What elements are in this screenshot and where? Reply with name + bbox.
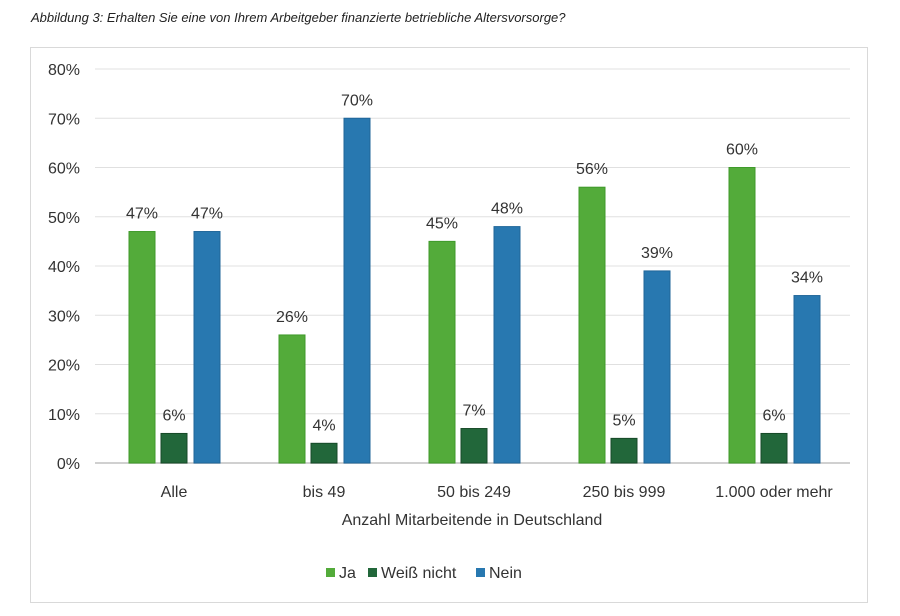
data-label: 26% bbox=[276, 309, 308, 326]
data-label: 60% bbox=[726, 142, 758, 159]
x-tick-label: Alle bbox=[161, 484, 188, 501]
y-tick-label: 50% bbox=[48, 210, 80, 227]
data-label: 45% bbox=[426, 215, 458, 232]
data-label: 70% bbox=[341, 92, 373, 109]
x-tick-label: bis 49 bbox=[303, 484, 346, 501]
y-tick-label: 30% bbox=[48, 308, 80, 325]
x-tick-label: 50 bis 249 bbox=[437, 484, 511, 501]
data-label: 4% bbox=[312, 417, 335, 434]
bar-nein bbox=[793, 295, 821, 464]
y-tick-label: 20% bbox=[48, 358, 80, 375]
y-tick-label: 70% bbox=[48, 111, 80, 128]
data-label: 47% bbox=[191, 206, 223, 223]
bar-weiß-nicht bbox=[310, 442, 338, 464]
bar-weiß-nicht bbox=[460, 428, 488, 464]
data-label: 39% bbox=[641, 245, 673, 262]
data-label: 6% bbox=[162, 407, 185, 424]
figure-caption: Abbildung 3: Erhalten Sie eine von Ihrem… bbox=[31, 10, 566, 25]
x-tick-label: 1.000 oder mehr bbox=[715, 484, 833, 501]
x-axis-title: Anzahl Mitarbeitende in Deutschland bbox=[342, 512, 603, 529]
legend-label: Nein bbox=[489, 565, 522, 582]
bar-weiß-nicht bbox=[760, 432, 788, 464]
x-tick-label: 250 bis 999 bbox=[583, 484, 666, 501]
y-tick-label: 80% bbox=[48, 62, 80, 79]
legend-swatch bbox=[476, 568, 485, 577]
data-label: 34% bbox=[791, 270, 823, 287]
bar-ja bbox=[578, 186, 606, 464]
legend-label: Weiß nicht bbox=[381, 565, 457, 582]
bar-ja bbox=[128, 231, 156, 464]
legend-swatch bbox=[368, 568, 377, 577]
data-label: 6% bbox=[762, 407, 785, 424]
y-tick-label: 40% bbox=[48, 259, 80, 276]
legend-label: Ja bbox=[339, 565, 356, 582]
data-label: 56% bbox=[576, 161, 608, 178]
y-tick-label: 0% bbox=[57, 456, 80, 473]
bar-nein bbox=[193, 231, 221, 464]
y-tick-label: 60% bbox=[48, 161, 80, 178]
bar-nein bbox=[493, 226, 521, 464]
data-label: 5% bbox=[612, 412, 635, 429]
bar-weiß-nicht bbox=[610, 437, 638, 464]
bar-nein bbox=[643, 270, 671, 464]
data-label: 48% bbox=[491, 201, 523, 218]
bar-weiß-nicht bbox=[160, 432, 188, 464]
bar-ja bbox=[278, 334, 306, 464]
bar-nein bbox=[343, 117, 371, 464]
bar-ja bbox=[428, 240, 456, 464]
y-tick-label: 10% bbox=[48, 407, 80, 424]
data-label: 7% bbox=[462, 403, 485, 420]
chart-frame bbox=[30, 47, 868, 603]
bar-ja bbox=[728, 167, 756, 464]
data-label: 47% bbox=[126, 206, 158, 223]
legend-swatch bbox=[326, 568, 335, 577]
